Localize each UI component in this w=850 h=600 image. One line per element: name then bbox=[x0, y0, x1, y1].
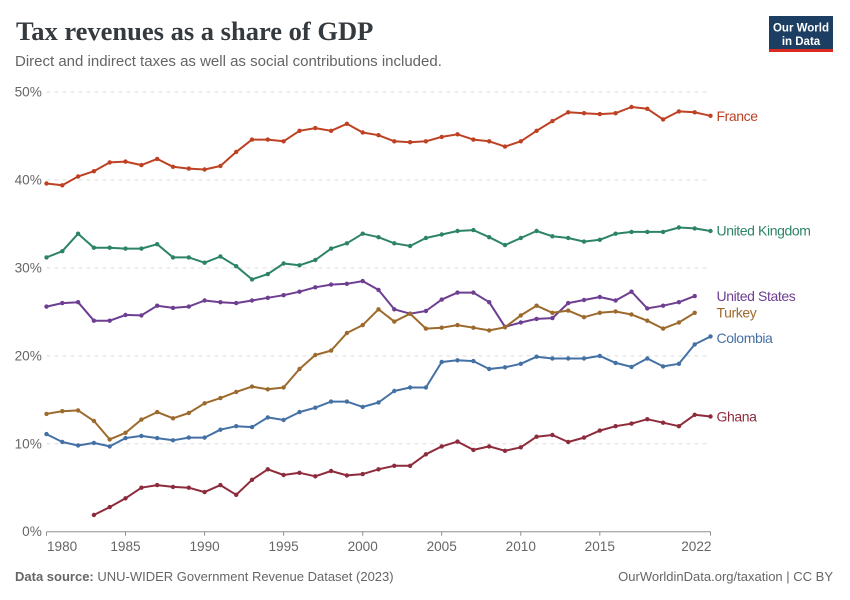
svg-text:Data source: UNU-WIDER Governm: Data source: UNU-WIDER Government Revenu… bbox=[15, 569, 394, 584]
svg-text:2010: 2010 bbox=[506, 539, 537, 554]
svg-text:Ghana: Ghana bbox=[717, 409, 758, 425]
svg-text:2000: 2000 bbox=[348, 539, 379, 554]
svg-text:in Data: in Data bbox=[782, 36, 821, 48]
svg-text:Colombia: Colombia bbox=[717, 330, 774, 346]
svg-text:France: France bbox=[717, 108, 759, 124]
svg-text:1990: 1990 bbox=[189, 539, 220, 554]
svg-text:2022: 2022 bbox=[681, 539, 711, 554]
svg-text:1980: 1980 bbox=[47, 539, 78, 554]
svg-text:Direct and indirect taxes as w: Direct and indirect taxes as well as soc… bbox=[15, 53, 442, 70]
svg-text:50%: 50% bbox=[15, 85, 42, 100]
svg-text:United States: United States bbox=[717, 288, 796, 304]
svg-text:30%: 30% bbox=[15, 260, 42, 275]
svg-text:2015: 2015 bbox=[585, 539, 615, 554]
svg-text:10%: 10% bbox=[15, 436, 42, 451]
svg-text:0%: 0% bbox=[22, 524, 42, 539]
svg-text:United Kingdom: United Kingdom bbox=[717, 223, 811, 239]
svg-text:OurWorldinData.org/taxation |: OurWorldinData.org/taxation | CC BY bbox=[618, 569, 833, 584]
svg-text:1985: 1985 bbox=[110, 539, 140, 554]
svg-text:2005: 2005 bbox=[427, 539, 457, 554]
svg-text:Turkey: Turkey bbox=[717, 304, 757, 320]
svg-text:Our World: Our World bbox=[773, 23, 829, 35]
svg-text:20%: 20% bbox=[15, 348, 42, 363]
svg-text:1995: 1995 bbox=[268, 539, 298, 554]
svg-text:40%: 40% bbox=[15, 173, 42, 188]
svg-text:Tax revenues as a share of GDP: Tax revenues as a share of GDP bbox=[16, 16, 373, 46]
